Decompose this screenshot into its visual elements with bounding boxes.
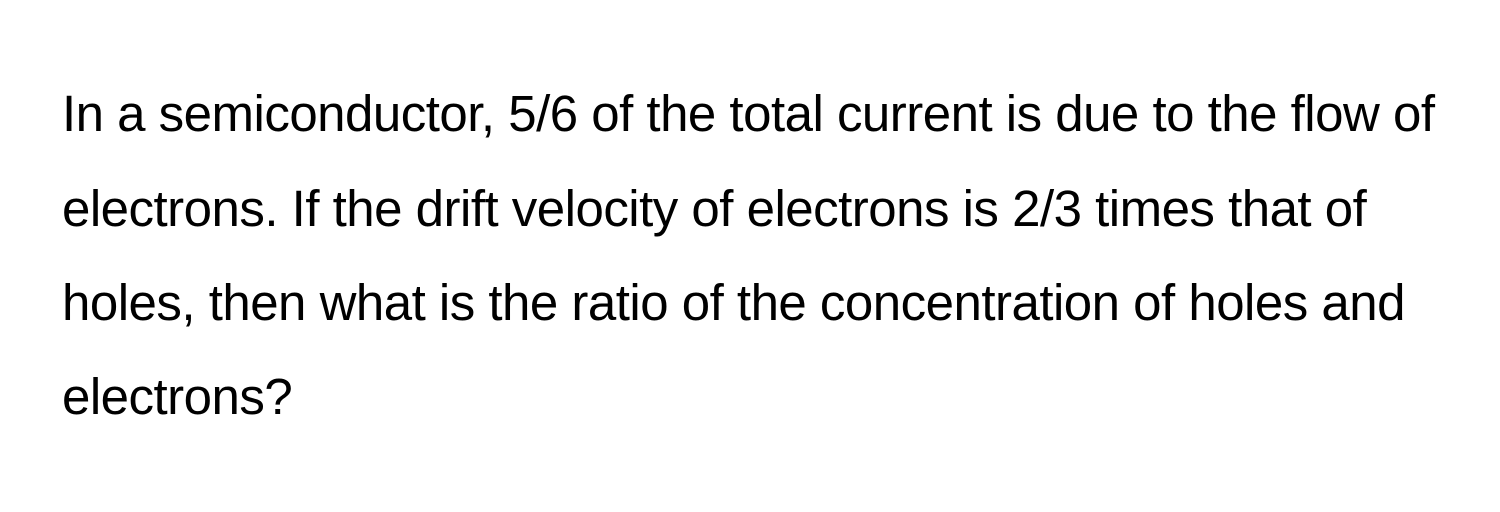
question-text: In a semiconductor, 5/6 of the total cur… <box>62 67 1438 444</box>
